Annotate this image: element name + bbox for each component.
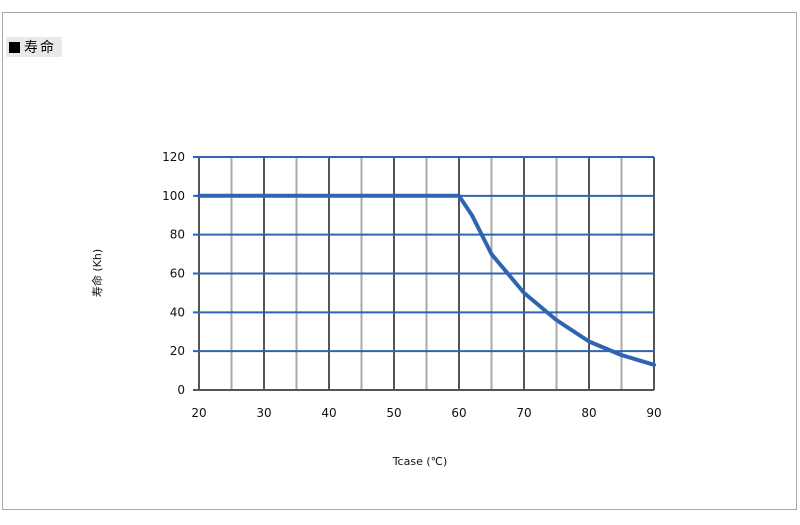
section-header: 寿命	[6, 37, 62, 57]
grid	[193, 156, 655, 391]
y-tick-label: 40	[170, 305, 185, 319]
x-tick-label: 80	[581, 406, 596, 420]
content-frame	[2, 12, 797, 510]
y-tick-label: 20	[170, 344, 185, 358]
x-tick-label: 60	[451, 406, 466, 420]
section-title: 寿命	[24, 40, 56, 56]
x-tick-label: 50	[386, 406, 401, 420]
y-tick-label: 100	[162, 189, 185, 203]
square-bullet-icon	[9, 41, 20, 53]
y-tick-label: 0	[177, 383, 185, 397]
y-axis-label: 寿命 (Kh)	[90, 249, 104, 297]
x-axis-label: Tcase (℃)	[392, 455, 448, 468]
y-tick-label: 60	[170, 267, 185, 281]
x-tick-label: 30	[256, 406, 271, 420]
x-tick-label: 90	[646, 406, 661, 420]
series-layer	[197, 193, 656, 367]
x-tick-label: 40	[321, 406, 336, 420]
lifetime-series-line	[197, 193, 656, 367]
x-tick-label: 70	[516, 406, 531, 420]
x-axis-ticks: 20 30 40 50 60 70 80 90	[191, 406, 661, 420]
y-axis-ticks: 0 20 40 60 80 100 120	[162, 150, 185, 397]
y-tick-label: 120	[162, 150, 185, 164]
x-tick-label: 20	[191, 406, 206, 420]
y-tick-label: 80	[170, 228, 185, 242]
